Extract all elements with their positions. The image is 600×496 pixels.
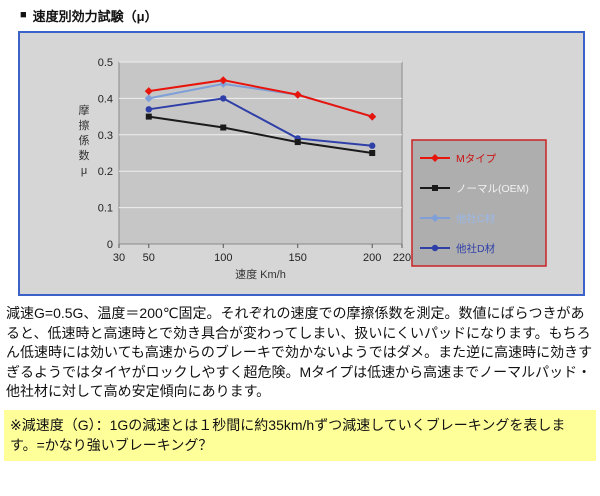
- series-marker: [144, 87, 153, 96]
- series-marker: [430, 154, 439, 162]
- chart-series: [145, 113, 375, 156]
- svg-text:150: 150: [288, 252, 306, 264]
- description-text: 減速G=0.5G、温度＝200℃固定。それぞれの速度での摩擦係数を測定。数値にば…: [6, 305, 593, 400]
- series-marker: [431, 185, 438, 191]
- series-marker: [430, 214, 439, 222]
- svg-text:30: 30: [112, 252, 124, 264]
- series-marker: [144, 94, 153, 103]
- series-marker: [219, 124, 226, 131]
- series-marker: [145, 113, 152, 120]
- x-axis: 30 50 100 150 200 220: [112, 244, 411, 264]
- series-line: [148, 115, 372, 154]
- chart-panel: 0 0.1 0.2 0.3 0.4 0.5 30 50 100 150 200 220 速度 Km/h 摩…: [18, 31, 585, 296]
- x-axis-title: 速度 Km/h: [235, 267, 286, 281]
- series-marker: [431, 244, 438, 252]
- y-axis-title: 摩擦係数 μ: [78, 103, 89, 177]
- series-marker: [145, 106, 152, 113]
- svg-text:100: 100: [214, 252, 232, 264]
- note-text: ※減速度（G）：1Gの減速とは１秒間に約35km/hずつ減速していくブレーキング…: [10, 416, 566, 454]
- series-marker: [219, 95, 226, 102]
- legend-label: 他社D材: [456, 242, 496, 255]
- section-bullet-icon: ■: [20, 9, 27, 21]
- svg-text:0: 0: [106, 239, 112, 251]
- svg-text:220: 220: [392, 252, 410, 264]
- section-title: 速度別効力試験（μ）: [32, 9, 158, 24]
- svg-text:200: 200: [363, 252, 381, 264]
- svg-text:0.1: 0.1: [97, 203, 112, 215]
- friction-chart: 0 0.1 0.2 0.3 0.4 0.5 30 50 100 150 200 220 速度 Km/h 摩…: [78, 57, 547, 281]
- chart-series: [145, 95, 375, 149]
- series-line: [148, 79, 372, 118]
- legend-label: ノーマル(OEM): [456, 183, 529, 195]
- section-header: ■ 速度別効力試験（μ）: [20, 6, 600, 25]
- svg-text:0.5: 0.5: [97, 57, 112, 69]
- legend-label: Mタイプ: [456, 153, 497, 165]
- series-marker: [368, 150, 375, 156]
- svg-text:0.4: 0.4: [97, 93, 112, 105]
- svg-text:0.2: 0.2: [97, 166, 112, 178]
- series-marker: [294, 139, 301, 146]
- note-box: ※減速度（G）：1Gの減速とは１秒間に約35km/hずつ減速していくブレーキング…: [4, 409, 596, 461]
- svg-text:0.3: 0.3: [97, 130, 112, 142]
- plot-area: [118, 61, 402, 245]
- series-marker: [293, 90, 302, 99]
- y-axis: 0 0.1 0.2 0.3 0.4 0.5: [97, 57, 112, 251]
- svg-text:50: 50: [142, 252, 154, 264]
- legend-label: 他社C材: [456, 212, 496, 225]
- chart-series: [144, 76, 376, 121]
- series-marker: [367, 112, 376, 121]
- series-marker: [368, 142, 375, 149]
- series-line: [148, 97, 372, 147]
- series-marker: [218, 76, 227, 85]
- chart-gridlines: [118, 61, 402, 209]
